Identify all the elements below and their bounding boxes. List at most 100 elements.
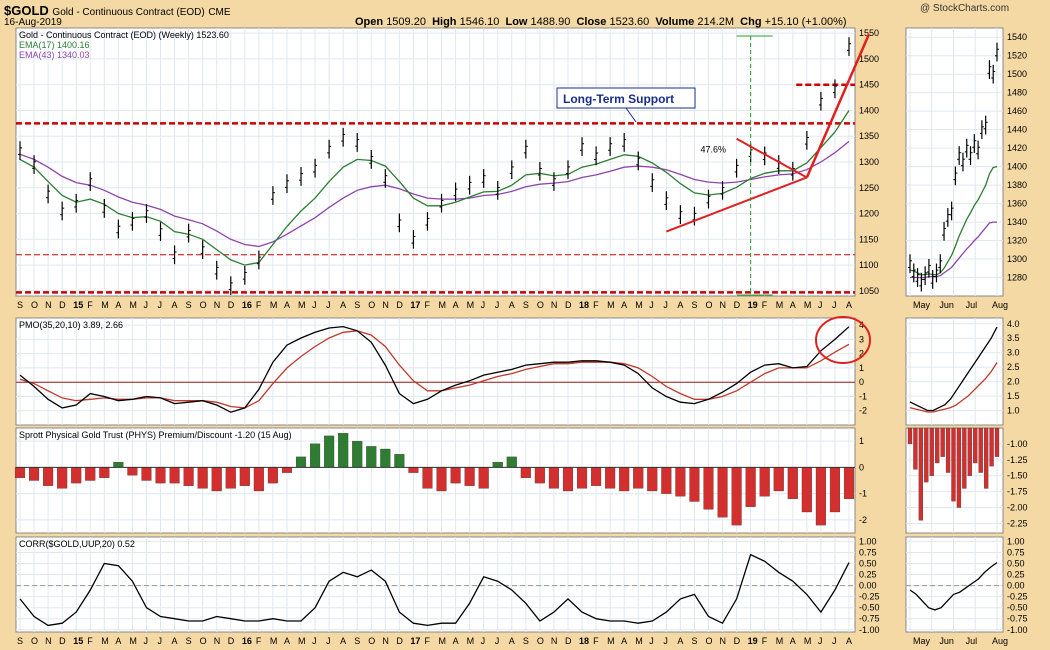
- price-axis-tick-label: 1300: [859, 157, 879, 167]
- corr-x-label: J: [818, 636, 823, 646]
- zoom-corr-line: [909, 562, 998, 611]
- corr-x-label: F: [593, 636, 599, 646]
- corr-panel-title: CORR($GOLD,UUP,20) 0.52: [19, 539, 135, 549]
- volume-label: Volume: [655, 16, 695, 28]
- phys-zoom-axis-tick-label: -1.75: [1007, 487, 1028, 497]
- corr-x-label: M: [607, 636, 615, 646]
- price-x-label: J: [649, 300, 654, 310]
- price-axis-tick-label: 1450: [859, 80, 879, 90]
- phys-bar: [380, 448, 391, 468]
- corr-axis-tick-label: 0.75: [859, 547, 877, 557]
- phys-bar: [520, 467, 531, 479]
- phys-bar: [155, 467, 166, 484]
- phys-bar: [703, 467, 714, 510]
- phys-bar: [815, 467, 826, 526]
- price-x-label: N: [45, 300, 52, 310]
- price-x-label: J: [326, 300, 331, 310]
- corr-x-label: J: [326, 636, 331, 646]
- price-x-label: A: [115, 300, 121, 310]
- price-x-label: M: [129, 300, 137, 310]
- price-x-label: 15: [73, 300, 83, 310]
- price-x-label: M: [101, 300, 109, 310]
- phys-bar: [29, 467, 40, 481]
- pmo-axis-tick-label: -2: [859, 406, 867, 416]
- corr-zoom-axis-tick-label: 0.50: [1007, 559, 1025, 569]
- price-x-label: J: [143, 300, 148, 310]
- price-axis-tick-label: 1050: [859, 286, 879, 296]
- corr-x-label: M: [270, 636, 278, 646]
- phys-bar: [731, 467, 742, 526]
- corr-x-label: M: [101, 636, 109, 646]
- price-zoom-axis-tick-label: 1440: [1007, 125, 1027, 135]
- corr-x-label: M: [439, 636, 447, 646]
- price-zoom-axis-tick-label: 1340: [1007, 217, 1027, 227]
- phys-bar: [829, 467, 840, 513]
- phys-bar: [801, 467, 812, 513]
- exchange: CME: [208, 7, 231, 18]
- corr-axis-tick-label: -0.50: [859, 603, 880, 613]
- price-x-label: J: [312, 300, 317, 310]
- watermark: @ StockCharts.com: [920, 3, 1010, 14]
- price-x-label: N: [214, 300, 221, 310]
- phys-bar: [605, 467, 616, 489]
- price-axis-tick-label: 1100: [859, 260, 878, 270]
- price-zoom-axis-tick-label: 1500: [1007, 69, 1027, 79]
- price-axis-tick-label: 1550: [859, 28, 879, 38]
- phys-bar: [352, 440, 363, 468]
- phys-bar: [576, 467, 588, 489]
- corr-x-label: J: [832, 636, 837, 646]
- corr-zoom-axis-tick-label: 0.00: [1007, 581, 1025, 591]
- phys-bar: [338, 433, 349, 468]
- price-axis-tick-label: 1350: [859, 131, 879, 141]
- price-zoom-axis-tick-label: 1280: [1007, 273, 1027, 283]
- corr-axis-tick-label: -0.75: [859, 614, 880, 624]
- pmo-zoom-axis-tick-label: 3.0: [1007, 348, 1020, 358]
- support-callout-pointer: [625, 107, 637, 123]
- phys-bar: [548, 467, 559, 489]
- instrument-name: Gold - Continuous Contract (EOD): [52, 7, 205, 18]
- pmo-zoom-axis-tick-label: 1.5: [1007, 391, 1020, 401]
- phys-zoom-bar: [978, 427, 983, 473]
- corr-x-label: D: [734, 636, 741, 646]
- phys-axis-tick-label: -1: [859, 489, 867, 499]
- phys-bar: [619, 467, 630, 492]
- corr-x-label: A: [509, 636, 515, 646]
- high-value: 1546.10: [459, 16, 500, 28]
- corr-x-label: A: [115, 636, 121, 646]
- falling-wedge-trendline: [736, 137, 808, 179]
- pmo-zoom-axis-tick-label: 2.5: [1007, 362, 1020, 372]
- phys-bar: [843, 467, 855, 500]
- phys-bar: [492, 461, 503, 468]
- price-x-label: 19: [748, 300, 758, 310]
- price-x-label: S: [523, 300, 529, 310]
- phys-bar: [183, 467, 194, 486]
- corr-x-label: A: [453, 636, 459, 646]
- pmo-axis-tick-label: 0: [859, 377, 864, 387]
- symbol: $GOLD: [4, 3, 49, 18]
- pmo-axis-tick-label: 3: [859, 334, 864, 344]
- corr-x-label: A: [790, 636, 796, 646]
- phys-bar: [113, 461, 124, 468]
- price-x-label: O: [200, 300, 207, 310]
- phys-zoom-bar: [989, 427, 994, 467]
- phys-zoom-bar: [962, 427, 967, 489]
- zoom-pmo-signal-line: [909, 362, 998, 413]
- pmo-zoom-axis-tick-label: 2.0: [1007, 377, 1020, 387]
- phys-bar: [394, 454, 405, 468]
- price-x-label: A: [677, 300, 683, 310]
- corr-x-label: A: [846, 636, 852, 646]
- price-x-label: F: [87, 300, 93, 310]
- phys-zoom-bar: [956, 427, 962, 508]
- phys-zoom-axis-tick-label: -1.00: [1007, 439, 1028, 449]
- price-zoom-panel: [905, 27, 1004, 297]
- price-x-label: M: [467, 300, 475, 310]
- phys-bar: [422, 467, 433, 489]
- pmo-line: [19, 325, 850, 413]
- corr-x-label: S: [691, 636, 697, 646]
- corr-zoom-axis-tick-label: 0.25: [1007, 570, 1025, 580]
- corr-x-label: D: [59, 636, 66, 646]
- corr-x-label: 17: [410, 636, 420, 646]
- corr-zoom-axis-tick-label: 1.00: [1007, 536, 1025, 546]
- phys-bar: [675, 467, 686, 497]
- price-x-label: J: [832, 300, 837, 310]
